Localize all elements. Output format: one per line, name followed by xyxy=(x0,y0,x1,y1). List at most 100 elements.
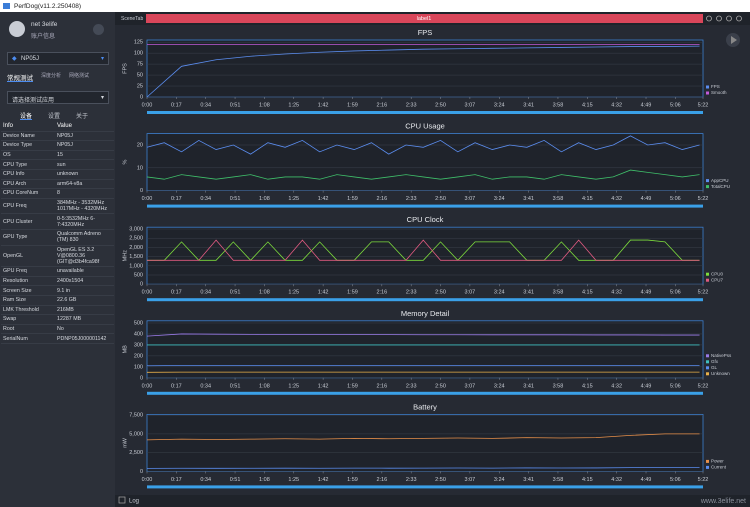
x-tick-label: 5:22 xyxy=(698,477,709,483)
legend-label: Smooth xyxy=(711,90,727,95)
y-tick-label: 0 xyxy=(140,375,143,381)
x-tick-label: 5:06 xyxy=(670,477,681,483)
legend-label: GL xyxy=(711,365,718,370)
x-tick-label: 1:42 xyxy=(318,102,329,108)
x-tick-label: 5:22 xyxy=(698,383,709,389)
x-tick-label: 4:15 xyxy=(582,196,593,202)
test-tab[interactable]: 深度分析 xyxy=(41,73,62,79)
info-value: 384MHz - 3532MHz 1017MHz - 4320MHz xyxy=(55,198,114,215)
settings-button[interactable] xyxy=(93,24,104,35)
plot-area xyxy=(146,413,704,472)
info-value: PDNP05J000001142 xyxy=(55,333,114,344)
info-row: Swap 12287 MB xyxy=(1,314,114,325)
icon[interactable] xyxy=(736,15,742,22)
legend-swatch xyxy=(706,354,709,358)
chart-title: CPU Usage xyxy=(405,122,445,131)
y-axis-label: % xyxy=(122,160,128,165)
info-row: SerialNum PDNP05J000001142 xyxy=(1,333,114,344)
app-select[interactable]: 请选择测试应用 ▾ xyxy=(7,91,109,104)
x-tick-label: 3:58 xyxy=(553,477,564,483)
x-tick-label: 2:33 xyxy=(406,102,417,108)
info-key: Device Type xyxy=(1,140,55,151)
legend-label: FPS xyxy=(711,84,720,89)
plot-area xyxy=(146,133,704,192)
x-tick-label: 2:50 xyxy=(435,290,446,296)
scene-tab[interactable]: SceneTab xyxy=(121,16,143,22)
info-value: 12287 MB xyxy=(55,314,114,325)
x-tick-label: 0:17 xyxy=(171,102,182,108)
info-row: CPU Info unknown xyxy=(1,169,114,180)
account-link[interactable]: 账户信息 xyxy=(31,34,56,40)
x-tick-label: 3:58 xyxy=(553,290,564,296)
x-tick-label: 1:42 xyxy=(318,383,329,389)
x-tick-label: 4:49 xyxy=(641,383,652,389)
x-tick-label: 1:42 xyxy=(318,477,329,483)
x-tick-label: 3:24 xyxy=(494,196,505,202)
info-key: Screen Size xyxy=(1,285,55,296)
info-table: Info Value Device Name NP05J Device Type NP05… xyxy=(1,122,114,344)
legend-swatch xyxy=(706,272,709,276)
info-header-cell: Info xyxy=(1,122,55,132)
x-tick-label: 5:06 xyxy=(670,383,681,389)
log-label[interactable]: Log xyxy=(129,499,139,505)
window-title: PerfDog(v11.2.250408) xyxy=(14,3,81,10)
sub-tab[interactable]: 关于 xyxy=(76,114,89,120)
y-tick-label: 1,500 xyxy=(129,254,143,260)
y-tick-label: 5,000 xyxy=(129,431,143,437)
y-tick-label: 500 xyxy=(134,272,143,278)
info-key: Root xyxy=(1,324,55,335)
sub-tab[interactable]: 设置 xyxy=(48,114,61,120)
y-tick-label: 3,000 xyxy=(129,226,143,232)
info-value: 15 xyxy=(55,150,114,161)
x-tick-label: 5:06 xyxy=(670,196,681,202)
y-axis-label: mW xyxy=(122,437,128,448)
sub-tabs: 设备 设置 关于 xyxy=(20,111,110,120)
info-header-cell: Value xyxy=(55,122,114,132)
time-scrollbar[interactable] xyxy=(147,111,703,114)
x-tick-label: 1:25 xyxy=(288,196,299,202)
time-scrollbar[interactable] xyxy=(147,204,703,208)
device-select[interactable]: ◆ NP05J ▾ xyxy=(7,52,109,65)
x-tick-label: 5:06 xyxy=(670,102,681,108)
info-key: CPU Freq xyxy=(1,198,55,215)
x-tick-label: 3:07 xyxy=(465,196,476,202)
app-icon xyxy=(3,3,10,9)
info-row: GPU Freq unavailable xyxy=(1,266,114,277)
y-tick-label: 50 xyxy=(137,73,143,79)
x-tick-label: 3:24 xyxy=(494,383,505,389)
info-row: GPU Type Qualcomm Adreno (TM) 830 xyxy=(1,229,114,246)
y-tick-label: 75 xyxy=(137,62,143,68)
legend-swatch xyxy=(706,366,709,370)
time-scrollbar[interactable] xyxy=(147,298,703,302)
x-tick-label: 3:58 xyxy=(553,102,564,108)
info-key: OpenGL xyxy=(1,245,55,268)
icon[interactable] xyxy=(726,15,732,22)
time-scrollbar[interactable] xyxy=(147,485,703,489)
x-tick-label: 3:41 xyxy=(523,102,534,108)
info-key: Device Name xyxy=(1,131,55,142)
watermark: www.3elife.net xyxy=(700,498,746,505)
x-tick-label: 3:24 xyxy=(494,477,505,483)
info-value: 0-5:3532MHz 6-7:4320MHz xyxy=(55,213,114,230)
icon[interactable] xyxy=(716,15,722,22)
icon[interactable] xyxy=(706,15,712,22)
x-tick-label: 2:33 xyxy=(406,383,417,389)
info-value: unknown xyxy=(55,169,114,180)
x-tick-label: 0:34 xyxy=(200,477,211,483)
x-tick-label: 0:51 xyxy=(230,477,241,483)
info-value: 216MB xyxy=(55,305,114,316)
time-scrollbar[interactable] xyxy=(147,391,703,395)
y-tick-label: 10 xyxy=(137,165,143,171)
legend-swatch xyxy=(706,465,709,469)
test-tab[interactable]: 常规测试 xyxy=(7,72,33,82)
y-tick-label: 2,000 xyxy=(129,245,143,251)
info-key: CPU Cluster xyxy=(1,213,55,230)
info-row: Screen Size 9.1 in xyxy=(1,285,114,296)
x-tick-label: 1:59 xyxy=(347,477,358,483)
sub-tab[interactable]: 设备 xyxy=(20,111,33,120)
x-tick-label: 2:33 xyxy=(406,477,417,483)
log-toggle[interactable] xyxy=(118,496,126,504)
test-tab[interactable]: 网络测试 xyxy=(69,73,90,79)
